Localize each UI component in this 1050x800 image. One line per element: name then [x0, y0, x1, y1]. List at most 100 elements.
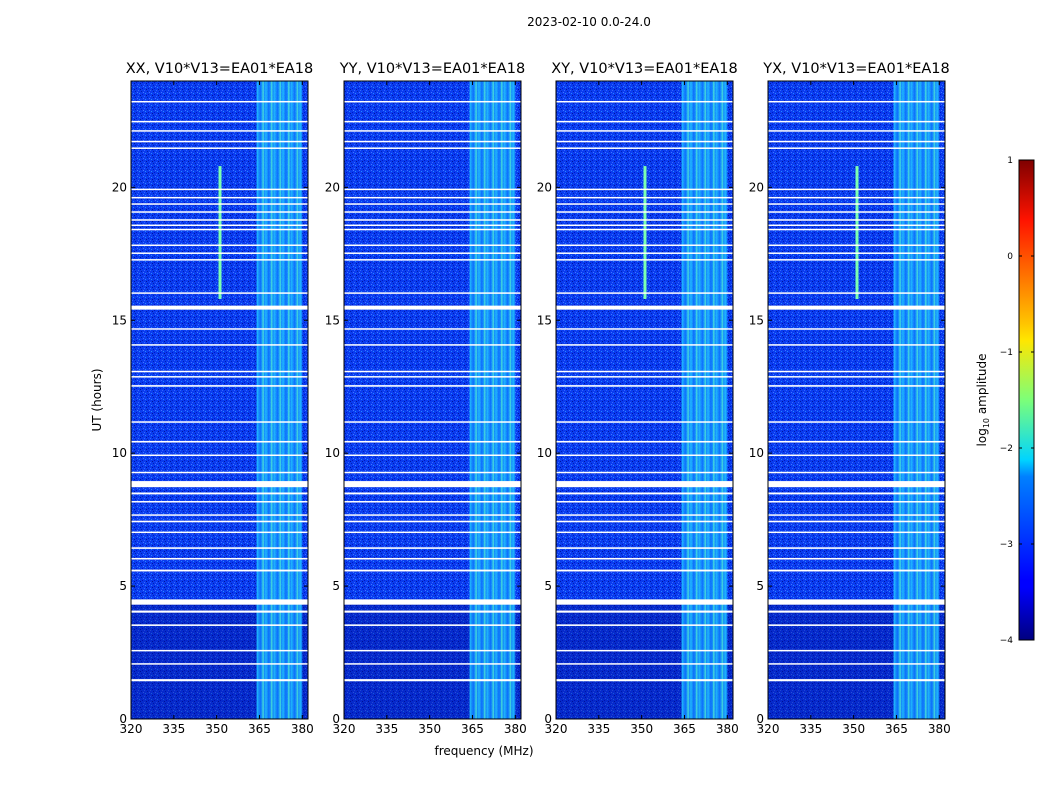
band-stripe [698, 81, 701, 719]
y-tick-label: 15 [112, 313, 127, 327]
flagged-band [344, 147, 521, 149]
flagged-band [556, 520, 733, 523]
flagged-band [768, 557, 945, 560]
flagged-band [556, 252, 733, 254]
flagged-band [131, 440, 308, 443]
flagged-band [344, 252, 521, 254]
x-tick-label: 365 [885, 722, 908, 736]
flagged-band [344, 481, 521, 488]
band-stripe [718, 81, 721, 719]
flagged-band [768, 244, 945, 246]
x-tick-label: 320 [120, 722, 143, 736]
band-stripe [925, 81, 927, 719]
x-tick-label: 365 [673, 722, 696, 736]
flagged-band [344, 305, 521, 310]
flagged-band [131, 481, 308, 488]
flagged-band [344, 376, 521, 378]
figure-suptitle: 2023-02-10 0.0-24.0 [527, 15, 651, 29]
flagged-band [344, 244, 521, 246]
flagged-band [768, 147, 945, 149]
flagged-band [768, 328, 945, 330]
x-tick-label: 365 [248, 722, 271, 736]
band-stripe [936, 81, 939, 719]
x-tick-label: 350 [205, 722, 228, 736]
band-stripe [276, 81, 279, 719]
band-stripe [690, 81, 692, 719]
axes-frame [555, 80, 734, 720]
colorbar: 10−1−2−3−4 log10 amplitude [975, 156, 1035, 646]
flagged-band [768, 492, 945, 495]
flagged-band [768, 224, 945, 227]
colorbar-label-suffix: amplitude [975, 354, 989, 418]
flagged-band [556, 531, 733, 534]
flagged-band [344, 557, 521, 560]
flagged-band [344, 531, 521, 534]
flagged-band [768, 120, 945, 123]
flagged-band [768, 501, 945, 503]
flagged-band [768, 376, 945, 378]
flagged-band [131, 130, 308, 132]
flagged-band [768, 624, 945, 626]
y-tick-label: 5 [544, 579, 552, 593]
band-stripe [296, 81, 299, 719]
flagged-band [344, 440, 521, 443]
band-stripe [704, 81, 707, 719]
axes-frame [767, 80, 946, 720]
band-stripe [695, 81, 698, 719]
flagged-band [556, 100, 733, 103]
x-tick-label: 380 [291, 722, 314, 736]
y-tick-label: 20 [749, 180, 764, 194]
band-stripe [916, 81, 919, 719]
flagged-band [131, 385, 308, 387]
flagged-band [131, 547, 308, 549]
flagged-band [131, 454, 308, 456]
flagged-band [131, 599, 308, 605]
flagged-band [556, 344, 733, 346]
flagged-band [768, 440, 945, 443]
flagged-band [131, 421, 308, 423]
flagged-band [556, 624, 733, 626]
flagged-band [768, 259, 945, 261]
colorbar-label-sub: 10 [982, 418, 991, 428]
flagged-band [344, 569, 521, 572]
y-tick-label: 0 [119, 712, 127, 726]
flagged-band [131, 292, 308, 294]
flagged-band [556, 120, 733, 123]
flagged-band [344, 140, 521, 143]
flagged-band [131, 196, 308, 199]
flagged-band [556, 385, 733, 387]
flagged-band [344, 328, 521, 330]
y-tick-label: 15 [325, 313, 340, 327]
flagged-band [768, 130, 945, 132]
axes-frame [343, 80, 522, 720]
band-stripe [469, 81, 472, 719]
y-tick-label: 5 [119, 579, 127, 593]
band-stripe [501, 81, 503, 719]
flagged-band [768, 663, 945, 665]
flagged-band [344, 501, 521, 503]
band-stripe [492, 81, 495, 719]
flagged-band [556, 492, 733, 495]
x-tick-label: 380 [716, 722, 739, 736]
flagged-band [344, 259, 521, 261]
colorbar-tick-label: −2 [1000, 444, 1013, 454]
flagged-band [556, 440, 733, 443]
flagged-band [131, 679, 308, 682]
band-stripe [681, 81, 684, 719]
band-stripe [498, 81, 500, 719]
flagged-band [344, 292, 521, 294]
x-tick-label: 380 [928, 722, 951, 736]
flagged-band [768, 514, 945, 516]
flagged-band [344, 188, 521, 191]
flagged-band [556, 679, 733, 682]
flagged-band [768, 520, 945, 523]
colorbar-tick-label: 0 [1007, 252, 1013, 262]
y-tick-label: 15 [537, 313, 552, 327]
band-stripe [290, 81, 293, 719]
flagged-band [556, 547, 733, 549]
flagged-band [344, 454, 521, 456]
panel-title: YX, V10*V13=EA01*EA18 [762, 61, 949, 77]
band-stripe [478, 81, 480, 719]
band-stripe [693, 81, 695, 719]
flagged-band [131, 305, 308, 310]
